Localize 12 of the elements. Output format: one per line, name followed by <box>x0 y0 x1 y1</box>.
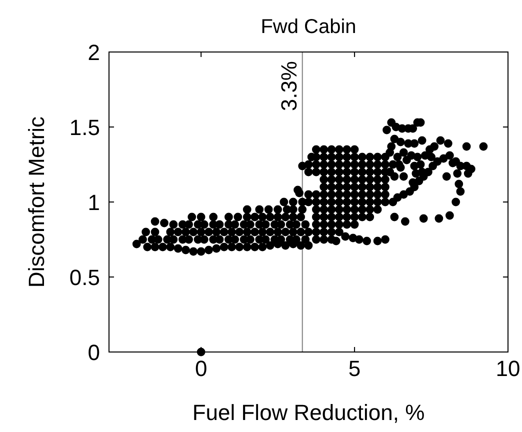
y-tick-label: 1 <box>88 190 100 215</box>
y-tick-label: 0.5 <box>69 264 100 290</box>
y-tick-label: 2 <box>88 40 100 65</box>
x-tick-label: 10 <box>496 356 520 381</box>
ref-line-label: 3.3% <box>276 61 302 112</box>
x-tick-label: 5 <box>348 356 361 381</box>
chart-title: Fwd Cabin <box>260 16 356 38</box>
x-tick-label: 0 <box>194 356 208 381</box>
y-axis-title: Discomfort Metric <box>24 116 49 288</box>
y-tick-label: 1.5 <box>69 114 100 140</box>
x-axis-title: Fuel Flow Reduction, % <box>192 400 425 425</box>
y-tick-label: 0 <box>88 340 100 365</box>
